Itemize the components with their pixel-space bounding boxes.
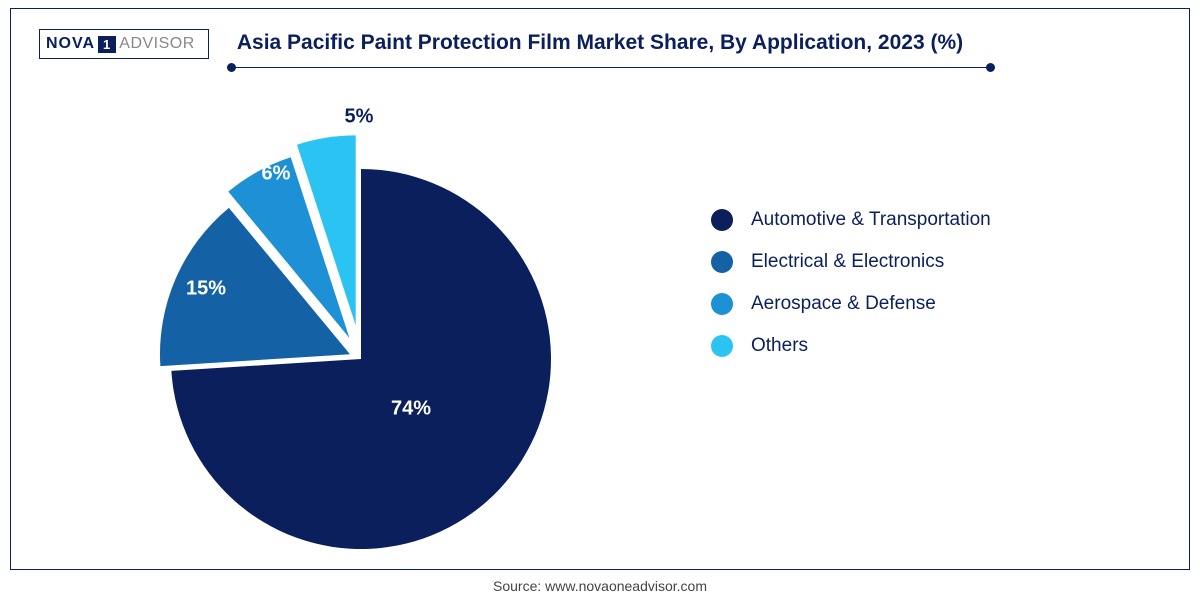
slice-label: 5% bbox=[345, 105, 374, 127]
chart-frame: NOVA 1 ADVISOR Asia Pacific Paint Protec… bbox=[10, 8, 1190, 570]
chart-title: Asia Pacific Paint Protection Film Marke… bbox=[11, 31, 1189, 55]
legend-item: Aerospace & Defense bbox=[711, 293, 991, 315]
pie-svg: 74% 15% 6% 5% bbox=[71, 79, 571, 559]
legend-label: Others bbox=[751, 335, 808, 357]
pie-chart: 74% 15% 6% 5% bbox=[71, 79, 571, 559]
legend-item: Others bbox=[711, 335, 991, 357]
slice-label: 15% bbox=[186, 277, 226, 299]
legend-item: Automotive & Transportation bbox=[711, 209, 991, 231]
legend-color-dot bbox=[711, 293, 733, 315]
slice-label: 74% bbox=[391, 397, 431, 419]
legend-item: Electrical & Electronics bbox=[711, 251, 991, 273]
source-text: Source: www.novaoneadvisor.com bbox=[0, 578, 1200, 594]
title-divider bbox=[231, 67, 991, 68]
slice-label: 6% bbox=[262, 162, 291, 184]
legend-color-dot bbox=[711, 251, 733, 273]
legend-label: Aerospace & Defense bbox=[751, 293, 936, 315]
legend-label: Electrical & Electronics bbox=[751, 251, 944, 273]
legend-label: Automotive & Transportation bbox=[751, 209, 991, 231]
legend-color-dot bbox=[711, 335, 733, 357]
legend: Automotive & Transportation Electrical & … bbox=[711, 209, 991, 377]
legend-color-dot bbox=[711, 209, 733, 231]
